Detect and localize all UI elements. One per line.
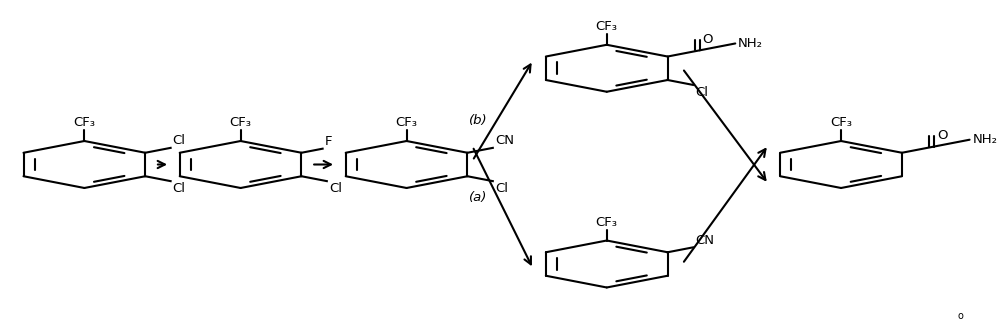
Text: NH₂: NH₂ bbox=[738, 37, 763, 50]
Text: O: O bbox=[703, 33, 713, 46]
Text: Cl: Cl bbox=[329, 182, 342, 195]
Text: CF₃: CF₃ bbox=[596, 216, 618, 229]
Text: (a): (a) bbox=[469, 191, 487, 204]
Text: CF₃: CF₃ bbox=[230, 116, 252, 129]
Text: Cl: Cl bbox=[173, 134, 186, 147]
Text: CN: CN bbox=[495, 134, 514, 147]
Text: Cl: Cl bbox=[495, 182, 508, 195]
Text: CN: CN bbox=[695, 234, 714, 247]
Text: Cl: Cl bbox=[695, 86, 708, 99]
Text: (b): (b) bbox=[469, 114, 487, 127]
Text: F: F bbox=[325, 135, 332, 148]
Text: NH₂: NH₂ bbox=[973, 133, 998, 146]
Text: o: o bbox=[957, 311, 963, 321]
Text: CF₃: CF₃ bbox=[396, 116, 418, 129]
Text: Cl: Cl bbox=[173, 182, 186, 195]
Text: CF₃: CF₃ bbox=[830, 116, 852, 129]
Text: O: O bbox=[937, 129, 948, 142]
Text: CF₃: CF₃ bbox=[73, 116, 95, 129]
Text: CF₃: CF₃ bbox=[596, 20, 618, 33]
